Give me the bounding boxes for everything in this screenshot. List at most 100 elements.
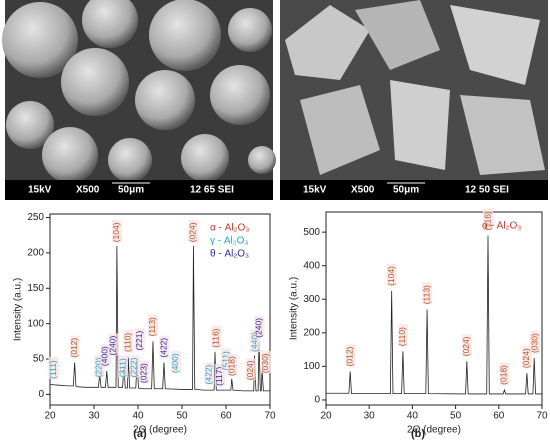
- peak-label: (024): [521, 348, 531, 368]
- x-tick-label: 50: [176, 411, 188, 422]
- peak-label: (117): [214, 367, 224, 386]
- annotation-bg: [461, 334, 472, 357]
- x-tick-label: 20: [320, 411, 332, 422]
- x-tick-label: 40: [407, 411, 419, 422]
- peak-label: (511): [220, 351, 230, 370]
- annotation-bg: [221, 348, 231, 371]
- y-tick-label: 200: [303, 327, 320, 338]
- x-tick-label: 60: [493, 411, 505, 422]
- annotation-bg: [159, 335, 170, 358]
- peak-label: (240): [108, 335, 118, 355]
- annotation-bg: [147, 314, 158, 337]
- sem-info-bar: 15kV X500 50μm 12 50 SEI: [303, 182, 509, 196]
- annotation-bg: [111, 220, 122, 243]
- sem-info-bar: 15kV X500 50μm 12 65 SEI: [28, 182, 234, 196]
- annotation-bg: [211, 325, 222, 348]
- y-axis-label: Intensity (a.u.): [13, 278, 24, 341]
- x-tick-label: 70: [536, 411, 548, 422]
- annotation-bg: [250, 329, 261, 352]
- peak-label: (024): [461, 336, 471, 356]
- annotation-bg: [254, 315, 265, 338]
- y-tick-label: 500: [303, 227, 320, 238]
- annotation-bg: [483, 208, 493, 231]
- panel-label: (b): [411, 428, 425, 440]
- peak-label: (116): [482, 211, 492, 230]
- peak-label: (113): [147, 317, 157, 336]
- annotation-bg: [530, 330, 541, 353]
- peak-label: (110): [123, 333, 133, 352]
- annotation-bg: [118, 355, 129, 378]
- y-tick-label: 300: [303, 294, 320, 305]
- sem-image-a: [2, 0, 276, 200]
- plot-frame: [49, 213, 271, 406]
- annotation-bg: [48, 356, 59, 379]
- peak-label: (221): [134, 331, 144, 351]
- y-axis-label: Intensity (a.u.): [289, 277, 300, 340]
- annotation-bg: [188, 220, 199, 243]
- peak-label: (018): [499, 365, 509, 385]
- peak-label: (012): [69, 338, 79, 358]
- peak-label: (030): [260, 353, 270, 373]
- annotation-bg: [94, 355, 105, 378]
- y-tick-label: 100: [27, 318, 44, 329]
- x-tick-label: 30: [364, 411, 376, 422]
- annotation-bg: [397, 324, 408, 347]
- annotation-bg: [345, 344, 356, 367]
- peak-label: (018): [226, 356, 236, 376]
- y-tick-label: 100: [303, 361, 320, 372]
- y-tick-label: 0: [38, 389, 44, 400]
- sem-info: 50μm: [393, 185, 419, 196]
- panel-label: (a): [133, 428, 147, 440]
- plot-frame: [325, 211, 543, 406]
- legend-note: α - Al₂O₃: [210, 223, 249, 234]
- annotation-bg: [123, 329, 134, 352]
- peak-label: (111): [48, 360, 58, 379]
- x-tick-label: 50: [450, 411, 462, 422]
- peak-label: (024): [188, 222, 198, 242]
- sem-info: 12 50 SEI: [465, 185, 509, 196]
- sem-info: 15kV: [303, 185, 327, 196]
- peak-label: (400): [170, 353, 180, 373]
- annotation-bg: [245, 358, 256, 381]
- sem-info: X500: [351, 185, 375, 196]
- x-tick-label: 60: [220, 411, 232, 422]
- annotation-bg: [386, 263, 397, 286]
- annotation-bg: [69, 335, 80, 358]
- annotation-bg: [139, 361, 150, 384]
- peak-label: (422): [159, 338, 169, 358]
- annotation-bg: [134, 328, 145, 351]
- peak-label: (104): [111, 222, 121, 242]
- peak-label: (311): [117, 358, 127, 377]
- peak-label: (440): [249, 332, 259, 352]
- peak-label: (422): [204, 364, 214, 384]
- peak-label: (240): [254, 318, 264, 338]
- annotation-bg: [170, 351, 181, 374]
- annotation-bg: [260, 351, 271, 374]
- x-axis-label: 2Θ (degree): [133, 425, 187, 436]
- y-tick-label: 200: [27, 248, 44, 259]
- sem-image-b: [280, 0, 548, 200]
- peak-label: (110): [397, 327, 407, 346]
- peak-label: (104): [386, 266, 396, 286]
- peak-label: (030): [529, 333, 539, 353]
- peak-label: (220): [94, 357, 104, 377]
- annotation-bg: [214, 363, 225, 386]
- y-tick-label: 400: [303, 260, 320, 271]
- y-tick-label: 150: [27, 283, 44, 294]
- peak-label: (222): [129, 357, 139, 377]
- x-tick-label: 30: [88, 411, 100, 422]
- peak-label: (116): [211, 328, 221, 347]
- peak-label: (113): [421, 285, 431, 304]
- peak-label: (023): [138, 363, 148, 383]
- legend-note: γ - Al₂O₃: [210, 236, 249, 247]
- sem-info: 15kV: [28, 185, 52, 196]
- x-tick-label: 70: [264, 411, 276, 422]
- annotation-bg: [100, 344, 111, 367]
- annotation-bg: [108, 333, 119, 356]
- sem-info: X500: [76, 185, 100, 196]
- y-tick-label: 0: [314, 395, 320, 406]
- x-axis-label: 2Θ (degree): [407, 425, 461, 436]
- annotation-bg: [499, 362, 510, 385]
- x-tick-label: 20: [44, 411, 56, 422]
